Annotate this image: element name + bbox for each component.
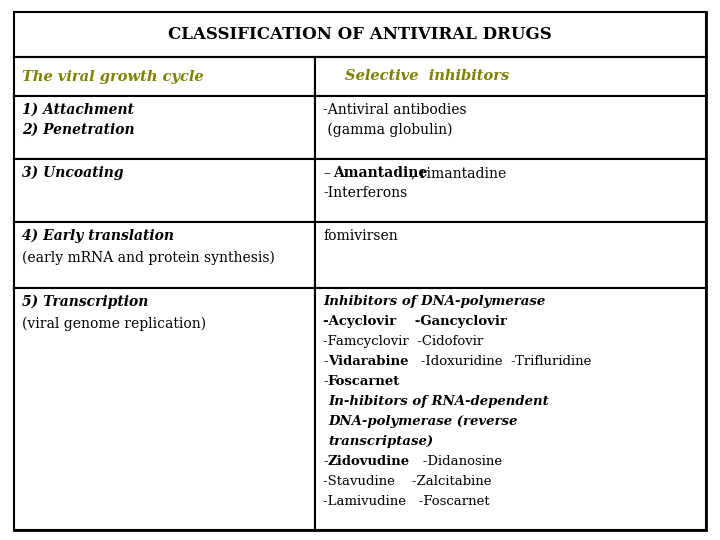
- Bar: [14, 159, 315, 222]
- Bar: [14, 222, 315, 288]
- Text: Inhibitors of DNA-polymerase: Inhibitors of DNA-polymerase: [323, 295, 545, 308]
- Text: 1) Attachment
2) Penetration: 1) Attachment 2) Penetration: [22, 103, 135, 137]
- Text: Zidovudine: Zidovudine: [328, 455, 410, 468]
- Text: Selective  inhibitors: Selective inhibitors: [345, 70, 509, 84]
- Text: fomivirsen: fomivirsen: [323, 229, 397, 243]
- Text: CLASSIFICATION OF ANTIVIRAL DRUGS: CLASSIFICATION OF ANTIVIRAL DRUGS: [168, 26, 552, 43]
- Text: -Lamivudine   -Foscarnet: -Lamivudine -Foscarnet: [323, 495, 490, 508]
- Text: -Interferons: -Interferons: [323, 186, 408, 200]
- Text: -Idoxuridine  -Trifluridine: -Idoxuridine -Trifluridine: [408, 355, 592, 368]
- Text: The viral growth cycle: The viral growth cycle: [22, 70, 204, 84]
- Bar: [14, 288, 315, 530]
- Text: 5) Transcription: 5) Transcription: [22, 295, 148, 309]
- Bar: [315, 96, 706, 159]
- Text: DNA-polymerase (reverse: DNA-polymerase (reverse: [328, 415, 518, 428]
- Bar: [315, 57, 706, 96]
- Bar: [315, 222, 706, 288]
- Bar: [14, 96, 315, 159]
- Text: In-hibitors of RNA-dependent: In-hibitors of RNA-dependent: [328, 395, 549, 408]
- Text: , rimantadine: , rimantadine: [411, 166, 506, 180]
- Text: 4) Early translation: 4) Early translation: [22, 229, 174, 244]
- Text: -: -: [323, 375, 328, 388]
- Text: 3) Uncoating: 3) Uncoating: [22, 166, 124, 180]
- Text: Vidarabine: Vidarabine: [328, 355, 408, 368]
- Text: (viral genome replication): (viral genome replication): [22, 317, 206, 332]
- Bar: [315, 288, 706, 530]
- Text: -: -: [323, 455, 328, 468]
- Text: Foscarnet: Foscarnet: [328, 375, 400, 388]
- Text: –: –: [323, 166, 330, 180]
- Text: -Antiviral antibodies
 (gamma globulin): -Antiviral antibodies (gamma globulin): [323, 103, 467, 137]
- Bar: [315, 159, 706, 222]
- Text: -Famcyclovir  -Cidofovir: -Famcyclovir -Cidofovir: [323, 335, 483, 348]
- Bar: [14, 12, 706, 57]
- Text: -Acyclovir    -Gancyclovir: -Acyclovir -Gancyclovir: [323, 315, 507, 328]
- Bar: [14, 57, 315, 96]
- Text: -: -: [323, 355, 328, 368]
- Text: -Stavudine    -Zalcitabine: -Stavudine -Zalcitabine: [323, 475, 492, 488]
- Text: transcriptase): transcriptase): [328, 435, 433, 448]
- Text: Amantadine: Amantadine: [333, 166, 427, 180]
- Text: (early mRNA and protein synthesis): (early mRNA and protein synthesis): [22, 251, 275, 265]
- Text: -Didanosine: -Didanosine: [410, 455, 502, 468]
